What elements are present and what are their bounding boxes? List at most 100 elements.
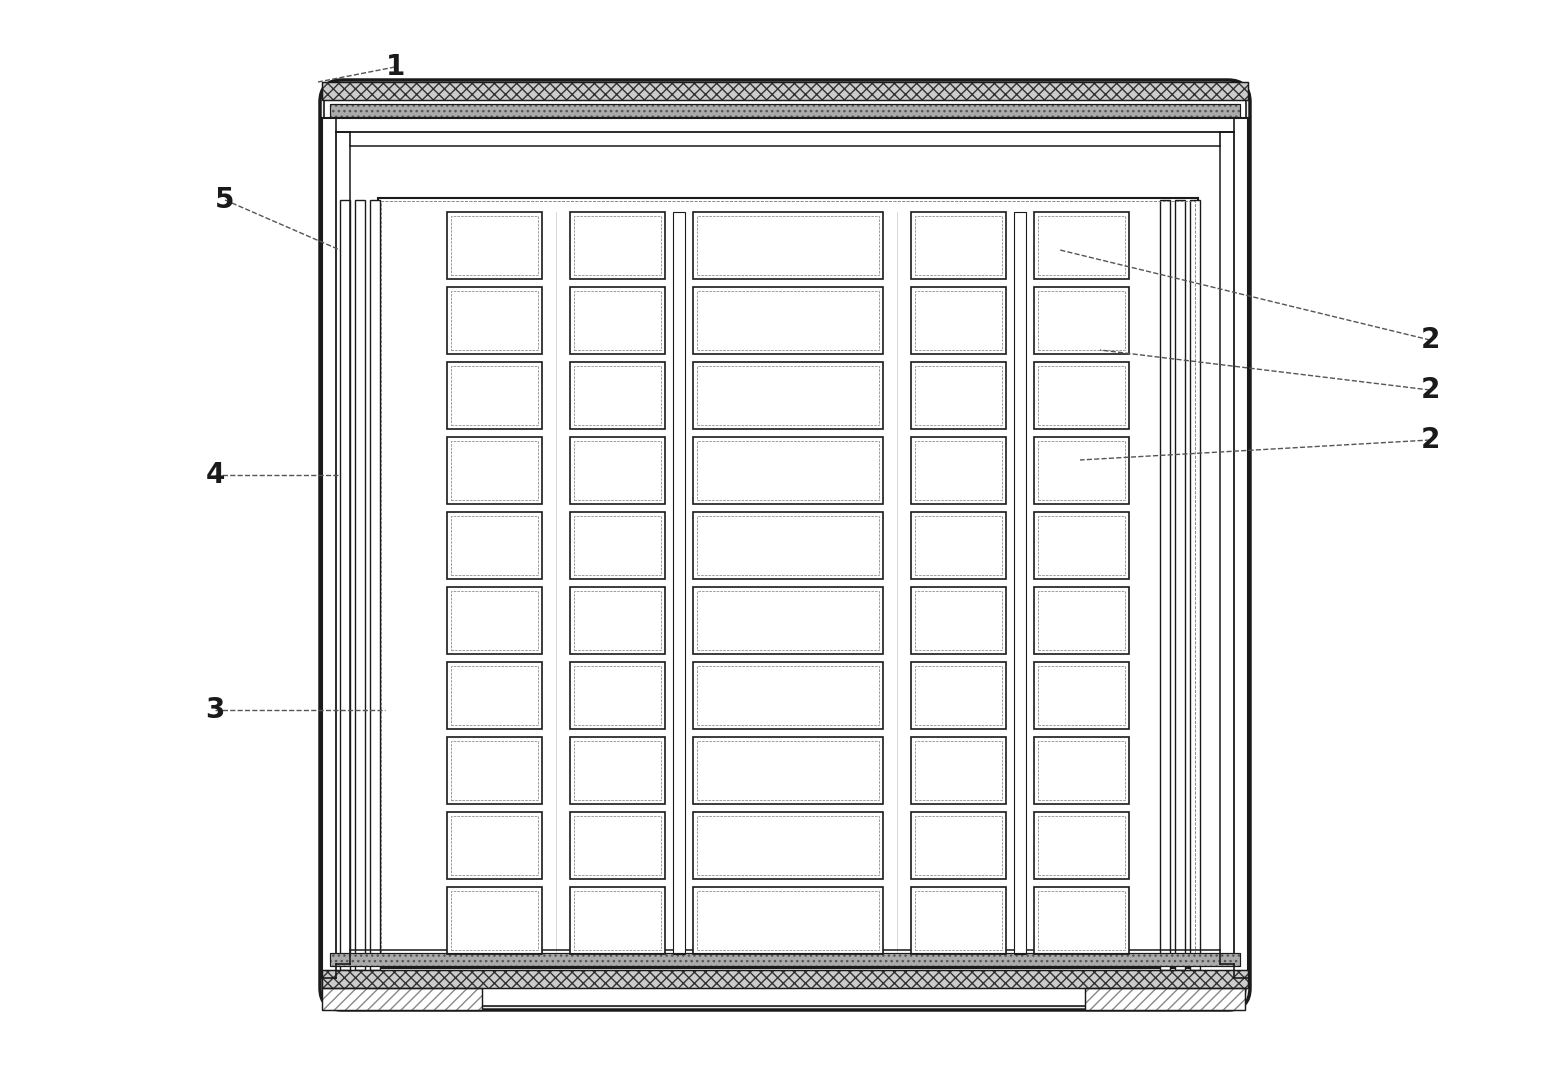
Bar	[448, 512, 541, 579]
Bar	[696, 891, 880, 950]
Bar	[916, 365, 1002, 425]
Bar	[1034, 887, 1128, 954]
Bar	[570, 887, 665, 954]
Bar	[330, 954, 1239, 966]
Bar	[1034, 512, 1128, 579]
Bar	[574, 441, 660, 500]
Bar	[696, 441, 880, 500]
Bar	[693, 738, 883, 804]
Bar	[1085, 988, 1246, 1010]
Bar	[911, 812, 1006, 879]
Bar	[1034, 812, 1128, 879]
Bar	[574, 891, 660, 950]
Bar	[380, 201, 1196, 966]
Bar	[574, 516, 660, 575]
Bar	[693, 287, 883, 353]
Bar	[451, 666, 538, 726]
Bar	[451, 891, 538, 950]
Bar	[574, 216, 660, 275]
Bar	[451, 365, 538, 425]
Bar	[570, 738, 665, 804]
Bar	[340, 200, 351, 970]
Bar	[916, 891, 1002, 950]
Text: 3: 3	[205, 696, 225, 724]
Bar	[696, 591, 880, 650]
Bar	[322, 82, 1247, 100]
Bar	[911, 587, 1006, 654]
FancyBboxPatch shape	[324, 84, 1246, 1006]
Bar	[574, 291, 660, 350]
Bar	[330, 104, 1239, 117]
Bar	[451, 291, 538, 350]
Bar	[696, 816, 880, 875]
Bar	[1034, 437, 1128, 504]
Bar	[451, 591, 538, 650]
Bar	[448, 662, 541, 729]
Bar	[322, 970, 1247, 988]
Bar	[369, 200, 380, 970]
Bar	[916, 741, 1002, 800]
Bar	[916, 216, 1002, 275]
Bar	[451, 216, 538, 275]
Bar	[916, 441, 1002, 500]
Bar	[1038, 365, 1125, 425]
Bar	[1038, 741, 1125, 800]
Bar	[911, 437, 1006, 504]
Bar	[448, 812, 541, 879]
Bar	[448, 212, 541, 279]
Bar	[916, 666, 1002, 726]
Bar	[1038, 816, 1125, 875]
Bar	[322, 118, 1247, 978]
Bar	[693, 362, 883, 429]
Bar	[451, 441, 538, 500]
Bar	[673, 212, 684, 954]
Bar	[693, 887, 883, 954]
Bar	[696, 666, 880, 726]
Bar	[351, 146, 1221, 950]
Text: 2: 2	[1421, 425, 1440, 454]
Bar	[451, 516, 538, 575]
Bar	[693, 437, 883, 504]
Bar	[911, 287, 1006, 353]
Bar	[1085, 988, 1246, 1010]
Bar	[574, 591, 660, 650]
Bar	[322, 988, 482, 1010]
Bar	[322, 970, 1247, 988]
Bar	[916, 516, 1002, 575]
Bar	[916, 816, 1002, 875]
Bar	[570, 587, 665, 654]
Bar	[696, 365, 880, 425]
Bar	[693, 212, 883, 279]
Bar	[336, 132, 1233, 964]
Bar	[1038, 441, 1125, 500]
Bar	[570, 362, 665, 429]
Bar	[1034, 362, 1128, 429]
Bar	[911, 662, 1006, 729]
Bar	[570, 662, 665, 729]
Bar	[1175, 200, 1185, 970]
Bar	[1038, 516, 1125, 575]
Text: 2: 2	[1421, 326, 1440, 353]
Bar	[322, 82, 1247, 100]
Bar	[693, 512, 883, 579]
Bar	[1038, 891, 1125, 950]
Bar	[1034, 662, 1128, 729]
Bar	[570, 287, 665, 353]
Text: 2: 2	[1421, 376, 1440, 404]
Bar	[911, 887, 1006, 954]
Bar	[1160, 200, 1171, 970]
Bar	[696, 291, 880, 350]
Text: 4: 4	[205, 461, 225, 489]
Bar	[1034, 287, 1128, 353]
Bar	[911, 738, 1006, 804]
Bar	[1038, 666, 1125, 726]
Bar	[570, 812, 665, 879]
Bar	[448, 887, 541, 954]
Bar	[570, 437, 665, 504]
Bar	[355, 200, 365, 970]
Bar	[911, 212, 1006, 279]
Bar	[448, 287, 541, 353]
Text: 1: 1	[385, 53, 405, 81]
Bar	[1038, 591, 1125, 650]
Text: 5: 5	[216, 185, 235, 214]
